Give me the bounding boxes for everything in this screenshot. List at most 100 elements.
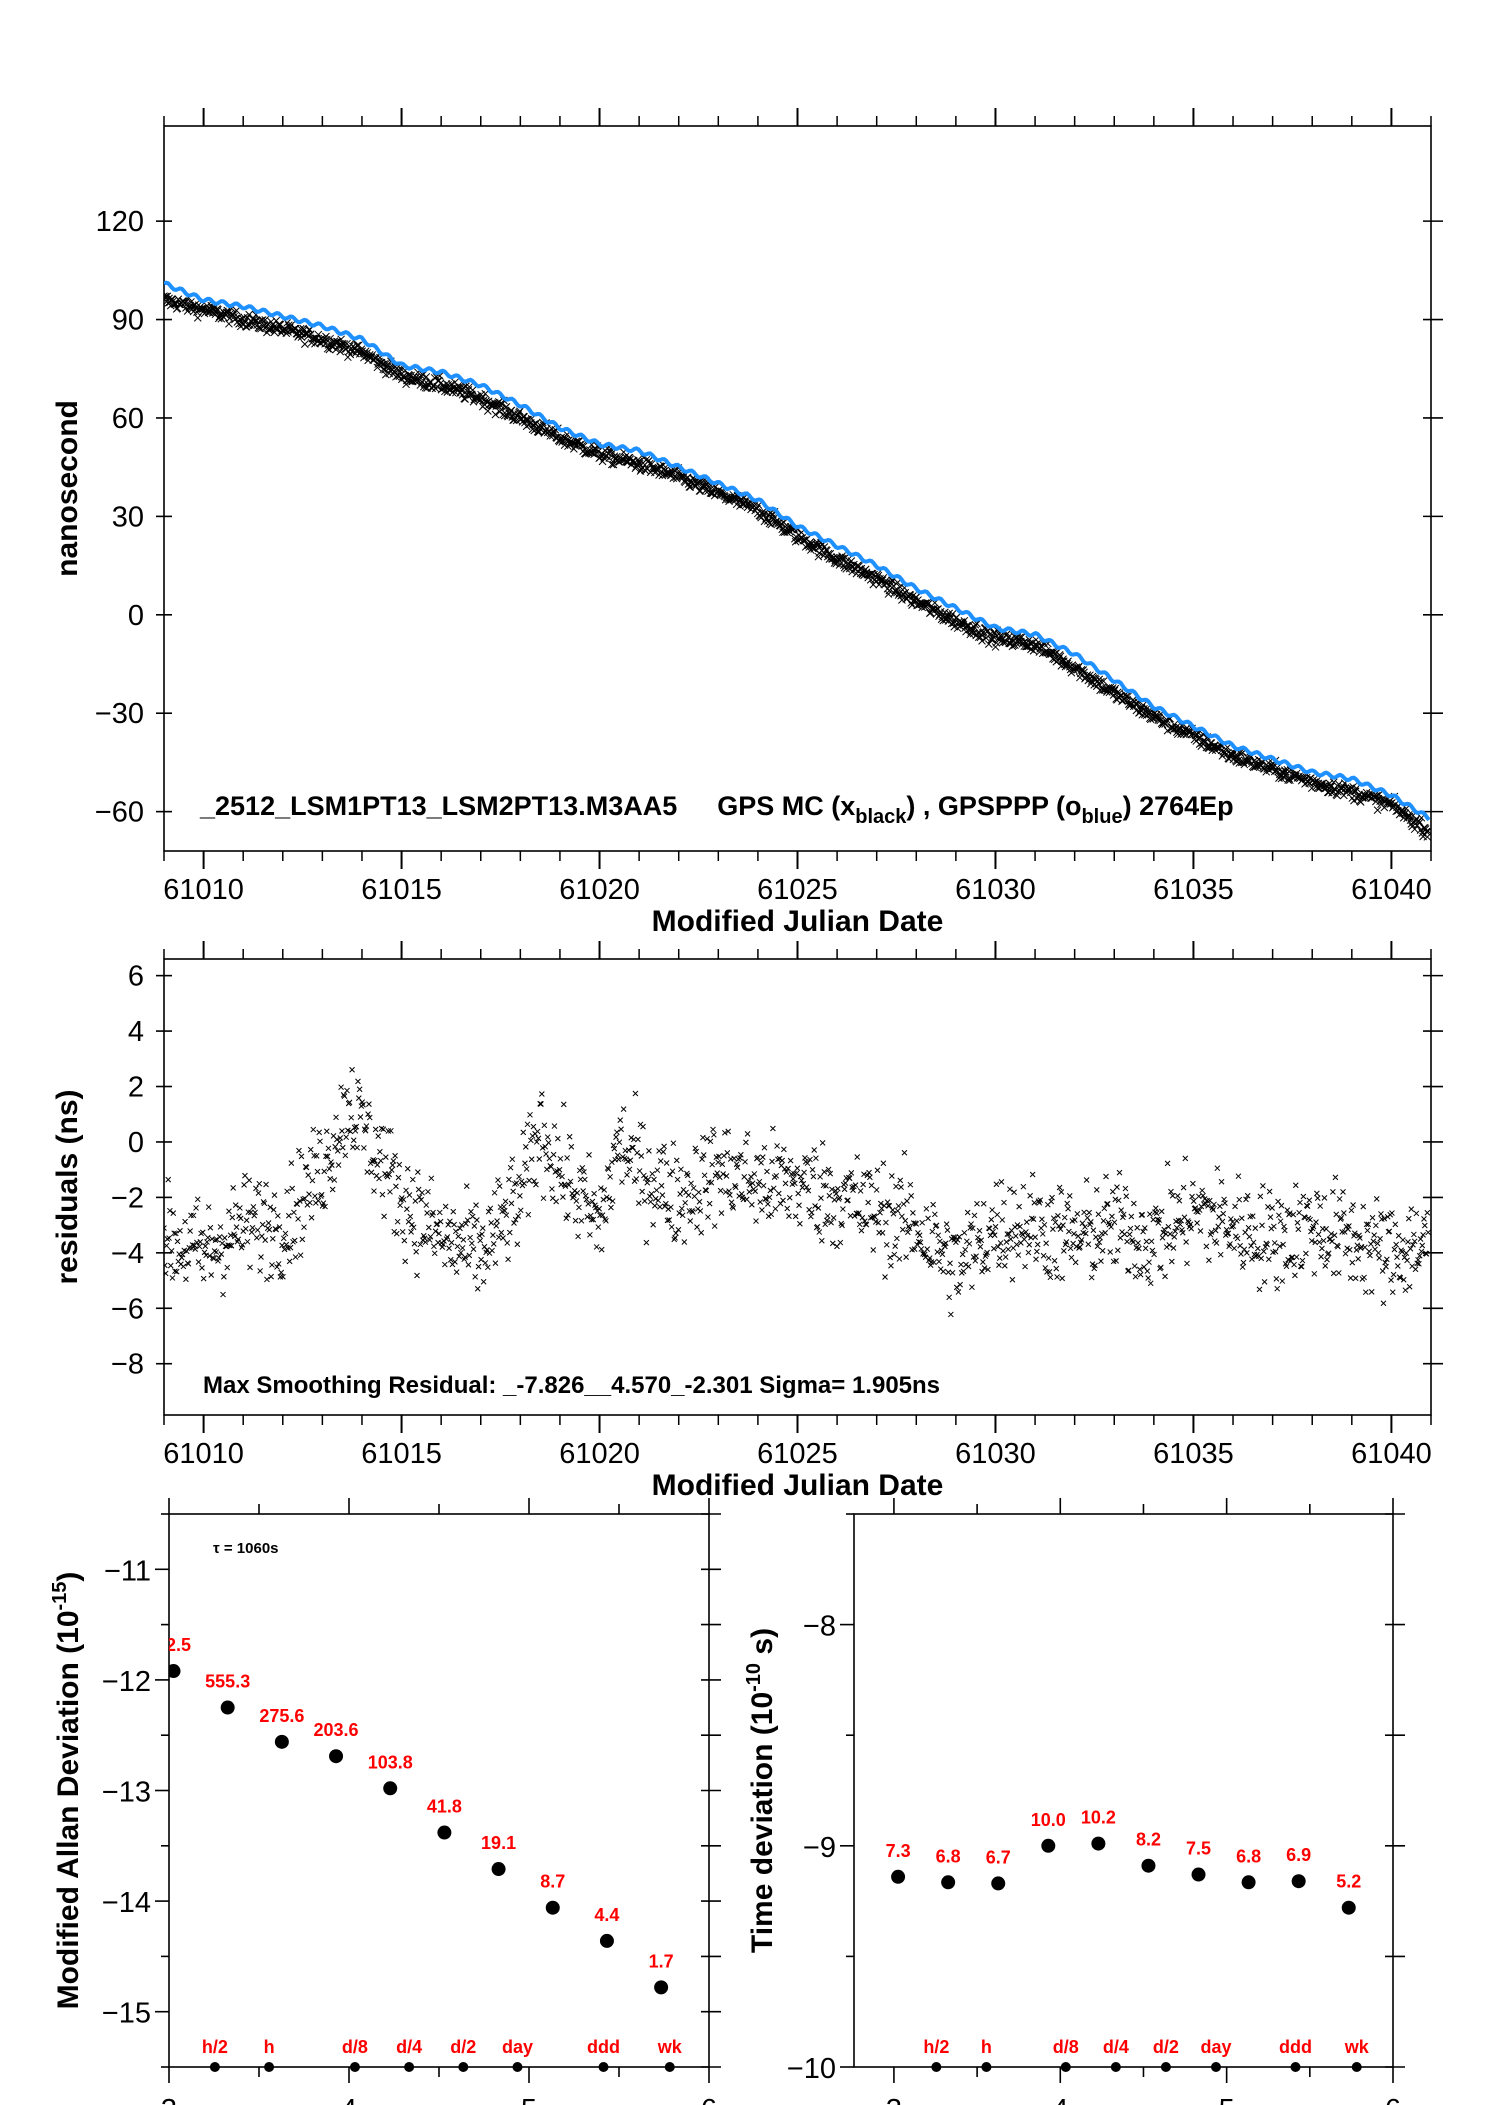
residual-point [1149, 1247, 1156, 1254]
residual-point [717, 1187, 724, 1194]
residual-point [419, 1189, 425, 1196]
residual-point [1400, 1276, 1407, 1283]
residual-point [1344, 1245, 1351, 1252]
gps-mc-point [1329, 778, 1338, 787]
residual-point [630, 1144, 636, 1151]
residual-point [285, 1212, 292, 1219]
residual-point [495, 1177, 501, 1183]
residual-point [899, 1226, 906, 1233]
residual-point [515, 1213, 522, 1219]
residual-point [775, 1190, 782, 1197]
residual-point [1071, 1217, 1078, 1223]
residual-point [386, 1171, 393, 1178]
residual-point [525, 1211, 532, 1218]
residual-point [182, 1218, 188, 1225]
residual-point [998, 1179, 1005, 1185]
point-label: 6.8 [1236, 1846, 1261, 1866]
gps-mc-point [847, 557, 856, 565]
residual-point [253, 1185, 259, 1192]
residual-point [611, 1145, 618, 1152]
tau-marker [598, 2062, 609, 2072]
residual-point [1079, 1220, 1086, 1227]
residual-point [705, 1214, 711, 1220]
residual-point [627, 1157, 634, 1164]
gps-mc-point [1007, 635, 1016, 644]
plot-frame [168, 1513, 710, 2068]
residual-point [898, 1184, 904, 1190]
residual-point [1388, 1277, 1394, 1284]
residual-point [934, 1249, 941, 1255]
y-tick-label: −14 [102, 1887, 151, 1919]
gps-mc-point [1022, 642, 1030, 651]
residual-point [416, 1194, 423, 1201]
residual-point [845, 1197, 851, 1204]
residual-point [1116, 1169, 1123, 1176]
residual-point [255, 1190, 262, 1196]
residual-point [1421, 1216, 1427, 1222]
residual-point [1404, 1257, 1410, 1264]
residual-point [366, 1114, 373, 1121]
residual-point [428, 1175, 435, 1182]
residual-point [322, 1203, 328, 1210]
residual-point [1232, 1203, 1238, 1210]
residual-point [517, 1192, 523, 1199]
residual-point [901, 1149, 908, 1156]
residual-point [839, 1222, 845, 1229]
residual-point [388, 1167, 395, 1173]
residual-point [1233, 1217, 1240, 1224]
residual-point [584, 1214, 591, 1220]
residual-point [1290, 1211, 1297, 1218]
residual-point [770, 1125, 776, 1132]
residual-point [887, 1254, 893, 1261]
gps-mc-point [667, 466, 676, 475]
residual-point [1381, 1215, 1388, 1222]
residual-point [1060, 1247, 1067, 1254]
residual-point [825, 1166, 832, 1173]
residual-point [371, 1188, 377, 1194]
residual-point [635, 1200, 642, 1207]
residual-point [1114, 1184, 1120, 1190]
residual-point [609, 1198, 616, 1204]
residual-point [216, 1234, 223, 1240]
residual-point [487, 1205, 494, 1212]
residual-point [1257, 1193, 1264, 1200]
residual-point [350, 1137, 357, 1144]
residual-point [394, 1218, 401, 1225]
tau-marker [664, 2062, 675, 2072]
residual-point [943, 1221, 950, 1227]
residual-point [903, 1254, 909, 1260]
residual-point [425, 1188, 431, 1195]
residual-point [320, 1200, 327, 1206]
gps-mc-point [392, 372, 400, 381]
residual-point [1166, 1242, 1173, 1248]
residual-point [1025, 1249, 1032, 1256]
residual-point [309, 1177, 316, 1184]
x-tick-label: 6 [701, 2094, 717, 2105]
residual-point [425, 1224, 432, 1231]
residual-point [600, 1196, 607, 1203]
point-label: 7.5 [1186, 1839, 1211, 1859]
residual-point [167, 1207, 173, 1214]
x-tick-label: 61030 [955, 1438, 1036, 1470]
residual-point [830, 1215, 837, 1221]
residual-point [1024, 1232, 1031, 1239]
residual-point [1154, 1216, 1161, 1223]
gps-mc-point [1270, 767, 1279, 776]
residual-point [1161, 1226, 1168, 1233]
residual-point [882, 1274, 888, 1280]
residual-point [575, 1233, 581, 1240]
residual-point [1053, 1265, 1060, 1272]
residual-point [172, 1268, 178, 1275]
residual-point [617, 1117, 624, 1124]
residual-point [1218, 1178, 1225, 1185]
residual-point [1424, 1209, 1431, 1216]
residual-point [1346, 1246, 1353, 1253]
residual-point [1108, 1224, 1114, 1230]
gps-mc-point [1099, 677, 1108, 685]
residual-point [1365, 1221, 1372, 1228]
gps-mc-point [462, 382, 470, 391]
residual-point [165, 1176, 172, 1183]
residual-point [440, 1241, 447, 1248]
residual-point [918, 1246, 925, 1252]
data-point [220, 1700, 235, 1715]
